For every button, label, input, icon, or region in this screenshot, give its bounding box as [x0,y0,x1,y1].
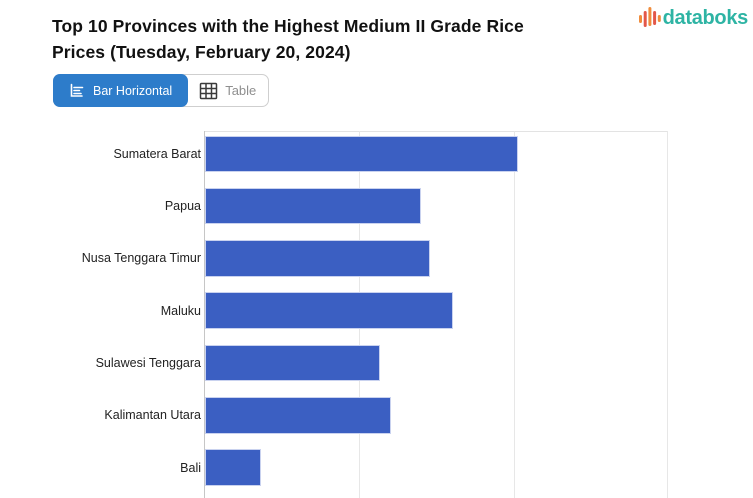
databoks-logo-icon [638,7,661,27]
bar[interactable] [205,449,261,486]
databoks-logo: databoks [638,6,749,30]
view-toggle: Bar Horizontal Table [53,74,270,107]
table-view-label: Table [225,83,257,98]
category-label: Bali [180,460,201,475]
databoks-logo-text: databoks [662,6,749,29]
category-label: Papua [164,199,201,214]
y-axis-line [204,131,205,498]
page-title-line2: Prices (Tuesday, February 20, 2024) [52,41,351,62]
bar[interactable] [205,240,430,277]
x-gridline-3 [666,131,668,498]
bar[interactable] [205,187,421,225]
category-label: Sumatera Barat [113,146,201,161]
bar[interactable] [205,397,391,434]
table-icon [199,82,218,99]
category-label: Nusa Tenggara Timur [81,251,201,266]
category-label: Sulawesi Tenggara [95,355,201,370]
category-label: Kalimantan Utara [104,408,201,423]
bar[interactable] [205,344,380,382]
category-label: Maluku [160,303,201,318]
bar[interactable] [205,292,453,329]
page-title-line1: Top 10 Provinces with the Highest Medium… [52,15,524,36]
bar-horizontal-icon [70,83,84,97]
table-view-button[interactable]: Table [187,75,268,106]
bar[interactable] [205,135,518,172]
page-title: Top 10 Provinces with the Highest Medium… [52,13,592,65]
plot-top-border [204,131,667,132]
x-gridline-2 [513,131,515,498]
bar-horizontal-view-button[interactable]: Bar Horizontal [53,74,189,107]
bar-chart: Sumatera Barat Papua Nusa Tenggara Timur Ma… [0,131,753,498]
bar-horizontal-view-label: Bar Horizontal [93,83,173,98]
